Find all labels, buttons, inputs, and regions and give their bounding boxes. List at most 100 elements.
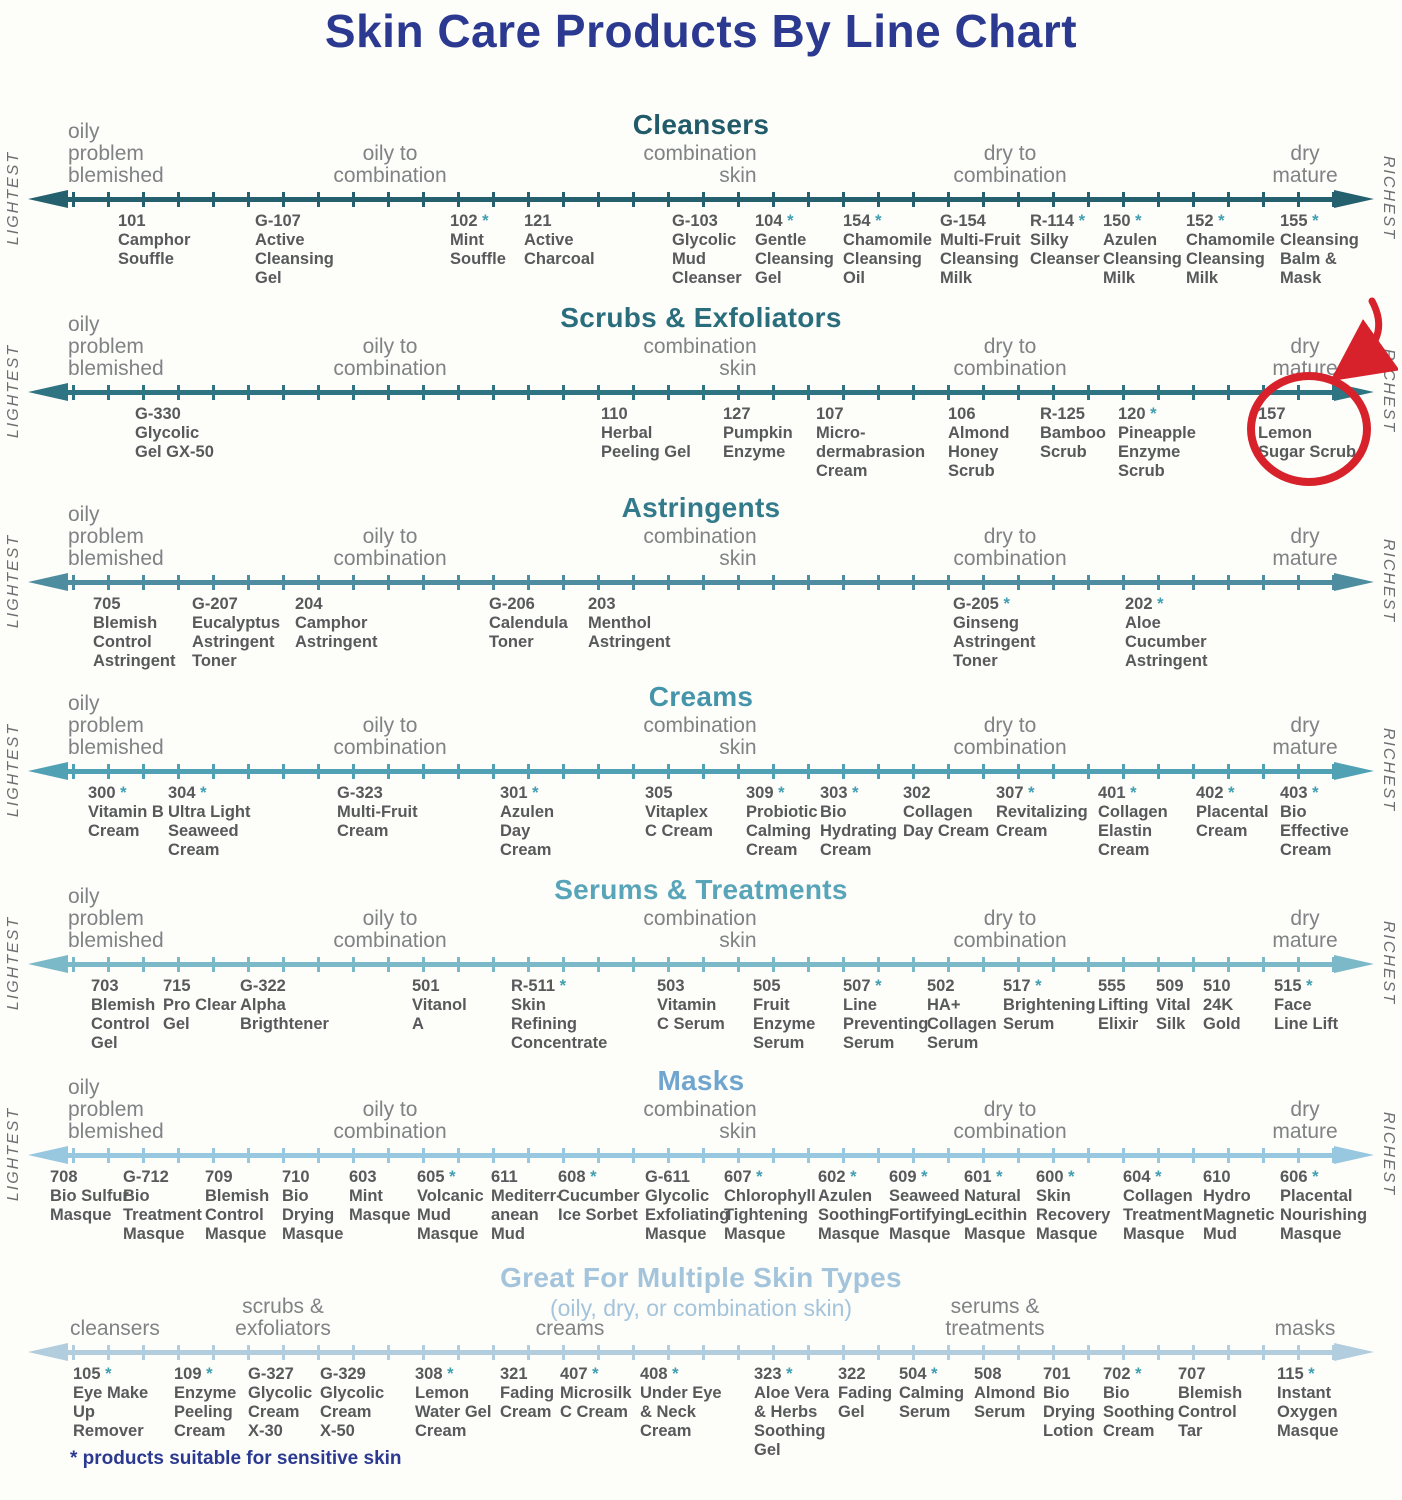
product-label: 300 * Vitamin B Cream: [88, 784, 164, 841]
product-name: Azulen Day Cream: [500, 803, 555, 859]
product-name: Blemish Control Astringent: [93, 614, 176, 670]
product-name: Aloe Vera & Herbs Soothing Gel: [754, 1384, 830, 1459]
product-label: G-712 Bio Treatment Masque: [123, 1168, 202, 1244]
product-label: 102 * Mint Souffle: [450, 212, 506, 269]
skin-zone-label: oily problem blemished: [68, 885, 164, 952]
product-code: 607 *: [724, 1168, 763, 1186]
product-name: Placental Cream: [1196, 803, 1269, 840]
product-label: 115 * Instant Oxygen Masque: [1277, 1365, 1338, 1441]
product-name: Silky Cleanser: [1030, 231, 1100, 268]
product-name: Bio Effective Cream: [1280, 803, 1349, 859]
product-name: Camphor Astringent: [295, 614, 378, 651]
product-code: G-327: [248, 1365, 294, 1383]
sensitive-asterisk: *: [773, 784, 785, 802]
product-code: 510: [1203, 977, 1231, 995]
sensitive-asterisk: *: [1074, 212, 1086, 230]
product-label: 152 * Chamomile Cleansing Milk: [1186, 212, 1275, 288]
product-code: R-511 *: [511, 977, 567, 995]
product-code: 606 *: [1280, 1168, 1319, 1186]
product-name: Fading Gel: [838, 1384, 893, 1421]
section-scrubs-exfoliators: Scrubs & Exfoliators oily problem blemished…: [0, 302, 1402, 492]
product-label: 408 * Under Eye & Neck Cream: [640, 1365, 722, 1441]
product-code: 608 *: [558, 1168, 597, 1186]
product-name: Glycolic Gel GX-50: [135, 424, 214, 461]
edge-label-richest: RICHEST: [1380, 155, 1397, 241]
sensitive-asterisk: *: [444, 1168, 456, 1186]
product-label: 503 Vitamin C Serum: [657, 977, 725, 1034]
product-label: G-322 Alpha Brigthtener: [240, 977, 329, 1034]
product-name: Skin Recovery Masque: [1036, 1187, 1111, 1243]
product-name: Hydro Magnetic Mud: [1203, 1187, 1275, 1243]
skin-zone-label: scrubs & exfoliators: [235, 1295, 331, 1340]
skin-zone-label: dry mature: [1272, 714, 1338, 759]
product-code: 505: [753, 977, 781, 995]
sensitive-asterisk: *: [1303, 1365, 1315, 1383]
product-code: 150 *: [1103, 212, 1142, 230]
product-code: 508: [974, 1365, 1002, 1383]
product-code: 401 *: [1098, 784, 1137, 802]
product-code: 611: [491, 1168, 518, 1186]
product-name: Pumpkin Enzyme: [723, 424, 793, 461]
product-name: Placental Nourishing Masque: [1280, 1187, 1368, 1243]
product-code: G-329: [320, 1365, 366, 1383]
product-label: 403 * Bio Effective Cream: [1280, 784, 1349, 860]
skin-zone-label: combination skin: [643, 714, 757, 759]
product-name: Calming Serum: [899, 1384, 965, 1421]
skin-zone-label: oily to combination: [333, 1098, 447, 1143]
product-name: Menthol Astringent: [588, 614, 671, 651]
sensitive-asterisk: *: [781, 1365, 793, 1383]
sensitive-asterisk: *: [587, 1365, 599, 1383]
product-code: 509: [1156, 977, 1184, 995]
edge-label-richest: RICHEST: [1380, 920, 1397, 1006]
product-label: 606 * Placental Nourishing Masque: [1280, 1168, 1367, 1244]
product-label: G-206 Calendula Toner: [489, 595, 568, 652]
product-label: 710 Bio Drying Masque: [282, 1168, 343, 1244]
product-name: Lemon Water Gel Cream: [415, 1384, 492, 1440]
product-label: 106 Almond Honey Scrub: [948, 405, 1009, 481]
highlight-circle: [1247, 372, 1371, 486]
axis-arrow-right-icon: [1334, 955, 1374, 973]
product-name: Mediterr-anean Mud: [491, 1187, 562, 1243]
product-label: 505 Fruit Enzyme Serum: [753, 977, 815, 1053]
product-code: 107: [816, 405, 844, 423]
skin-zone-label: oily problem blemished: [68, 692, 164, 759]
skin-zone-label: oily to combination: [333, 335, 447, 380]
product-name: Vitamin B Cream: [88, 803, 164, 840]
sensitive-asterisk: *: [1307, 1168, 1319, 1186]
axis-arrow-left-icon: [28, 573, 68, 591]
product-name: Brightening Serum: [1003, 996, 1096, 1033]
product-label: 305 Vitaplex C Cream: [645, 784, 713, 841]
product-name: Microsilk C Cream: [560, 1384, 632, 1421]
product-name: Cleansing Balm & Mask: [1280, 231, 1359, 287]
tick-marks: [72, 957, 1336, 972]
skin-zone-label: oily to combination: [333, 907, 447, 952]
edge-label-lightest: LIGHTEST: [5, 1106, 22, 1202]
product-code: 322: [838, 1365, 866, 1383]
product-label: 502 HA+ Collagen Serum: [927, 977, 997, 1053]
product-name: Eucalyptus Astringent Toner: [192, 614, 281, 670]
product-label: 600 * Skin Recovery Masque: [1036, 1168, 1110, 1244]
section-subtitle: (oily, dry, or combination skin): [549, 1295, 853, 1321]
tick-marks: [72, 1148, 1336, 1163]
product-label: 203 Menthol Astringent: [588, 595, 671, 652]
product-label: 321 Fading Cream: [500, 1365, 554, 1422]
product-code: 106: [948, 405, 976, 423]
skin-zone-label: combination skin: [643, 1098, 757, 1143]
skin-zone-label: serums & treatments: [945, 1295, 1045, 1340]
product-code: G-322: [240, 977, 286, 995]
product-name: Chamomile Cleansing Oil: [843, 231, 932, 287]
product-label: 555 Lifting Elixir: [1098, 977, 1148, 1034]
product-code: 127: [723, 405, 751, 423]
product-code: 303 *: [820, 784, 859, 802]
tick-marks: [72, 575, 1336, 590]
product-label: G-207 Eucalyptus Astringent Toner: [192, 595, 280, 671]
axis-arrow-right-icon: [1334, 762, 1374, 780]
product-label: 707 Blemish Control Tar: [1178, 1365, 1242, 1441]
product-code: 101: [118, 212, 146, 230]
sensitive-asterisk: *: [1307, 784, 1319, 802]
product-code: 104 *: [755, 212, 794, 230]
product-label: 604 * Collagen Treatment Masque: [1123, 1168, 1202, 1244]
sensitive-asterisk: *: [1307, 212, 1319, 230]
product-name: Blemish Control Masque: [205, 1187, 270, 1243]
product-name: Glycolic Mud Cleanser: [672, 231, 742, 287]
